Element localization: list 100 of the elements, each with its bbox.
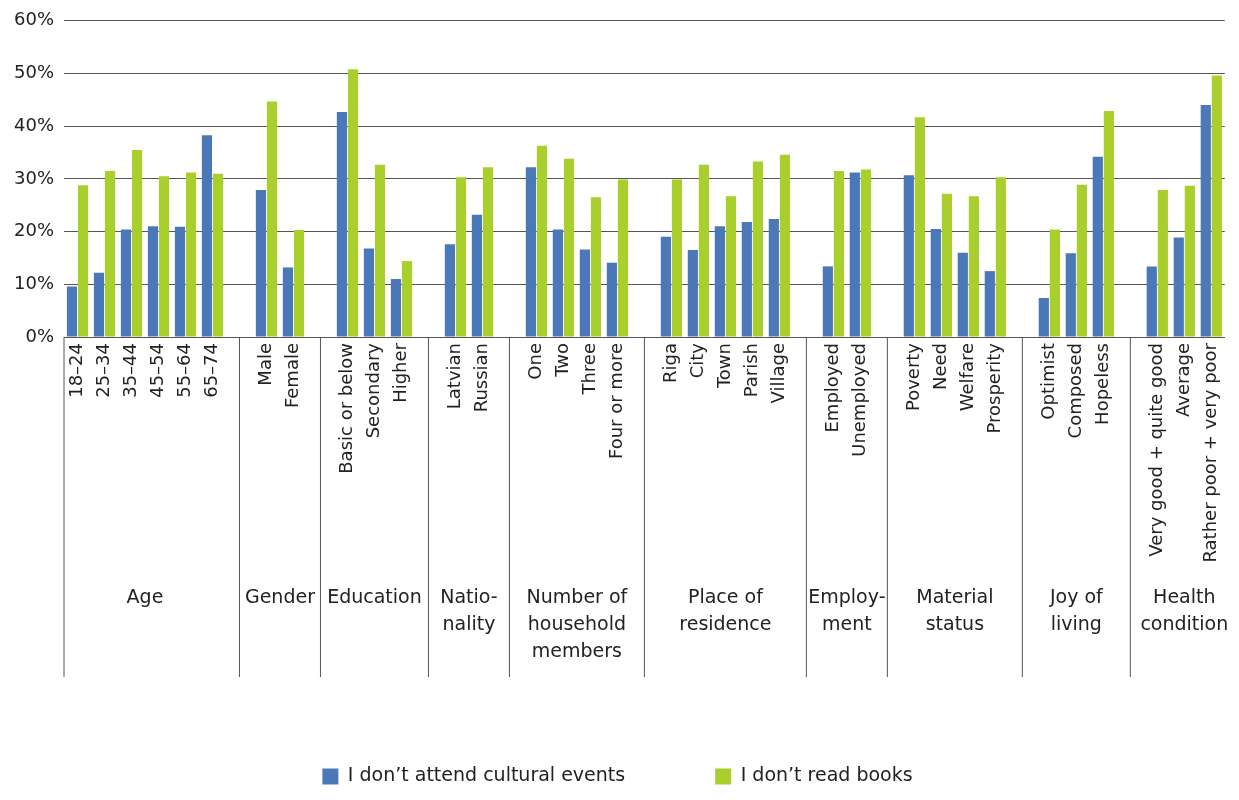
bar	[1065, 253, 1076, 337]
bar	[390, 279, 402, 337]
x-tick-label: Town	[713, 343, 735, 390]
bar	[1038, 298, 1049, 337]
bar	[1184, 185, 1195, 337]
x-tick-label: Three	[578, 343, 600, 396]
text: Natio- nality	[440, 585, 498, 635]
text: Place of residence	[679, 585, 772, 635]
text: Material status	[916, 585, 994, 635]
bar	[590, 197, 602, 337]
bar	[1076, 184, 1087, 337]
bar	[995, 177, 1006, 337]
bar	[1103, 110, 1114, 337]
bar	[941, 193, 952, 337]
bar	[266, 101, 278, 337]
x-tick-label: Very good + quite good	[1144, 343, 1166, 557]
bar	[77, 185, 89, 337]
y-tick-label: 30%	[13, 166, 55, 188]
bar	[833, 171, 844, 337]
y-tick-label: 60%	[13, 8, 55, 30]
text: Health condition	[1140, 585, 1229, 635]
x-tick-label: 45–54	[146, 343, 168, 398]
text: Joy of living	[1048, 585, 1105, 635]
bar	[471, 214, 482, 337]
bar	[444, 244, 455, 337]
bar	[1146, 266, 1157, 337]
legend-label: I don’t attend cultural events	[347, 763, 626, 786]
bar	[482, 167, 494, 337]
x-tick-label: 18–24	[65, 343, 87, 398]
bar	[374, 164, 386, 337]
x-tick-label: Two	[551, 343, 573, 378]
x-tick-label: Rather poor + very poor	[1198, 342, 1220, 563]
bar	[293, 230, 305, 337]
bar	[563, 158, 575, 337]
bar	[147, 226, 159, 337]
y-tick-label: 40%	[13, 113, 55, 135]
x-tick-label: Employed	[821, 343, 843, 433]
bar	[347, 69, 359, 337]
x-tick-label: Riga	[659, 343, 681, 383]
bar	[536, 145, 548, 337]
x-tick-label: Village	[767, 343, 789, 404]
x-tick-label: 55–64	[173, 343, 195, 398]
x-tick-label: Female	[281, 343, 303, 409]
bar	[1157, 189, 1168, 337]
text: Number of household members	[526, 585, 629, 662]
x-tick-label: 65–74	[200, 343, 222, 398]
bar	[158, 176, 170, 337]
x-tick-label: Prosperity	[983, 342, 1005, 434]
x-tick-label: Russian	[470, 343, 492, 413]
legend-label: I don’t read books	[740, 763, 913, 786]
bar	[617, 179, 629, 337]
text: Employ- ment	[808, 585, 886, 635]
bar	[822, 266, 833, 337]
bar	[984, 271, 995, 337]
x-tick-label: Need	[929, 343, 951, 391]
bar	[401, 261, 413, 337]
x-tick-label: Average	[1171, 343, 1193, 417]
bar	[714, 226, 725, 337]
x-tick-label: Welfare	[956, 343, 978, 412]
bar	[914, 117, 925, 337]
bar	[1200, 105, 1211, 337]
bar	[779, 154, 791, 337]
bar	[104, 171, 116, 337]
x-tick-label: 25–34	[92, 343, 114, 398]
x-tick-label: One	[524, 343, 546, 380]
x-tick-label: Poverty	[902, 342, 924, 412]
x-tick-label: Optimist	[1037, 343, 1059, 420]
text: Age	[126, 585, 164, 608]
bar	[66, 286, 78, 337]
text: Education	[327, 585, 422, 608]
x-tick-label: Higher	[389, 342, 411, 403]
bar	[660, 236, 671, 337]
text: Gender	[244, 585, 316, 608]
bar	[698, 164, 710, 337]
bar	[120, 229, 132, 337]
x-tick-label: Unemployed	[848, 343, 870, 457]
x-tick-label: Latvian	[443, 343, 465, 410]
bar	[93, 272, 105, 337]
y-tick-label: 20%	[13, 219, 55, 241]
y-tick-label: 50%	[13, 61, 55, 83]
bar	[957, 252, 968, 337]
bar	[455, 177, 467, 337]
bar	[1173, 237, 1184, 337]
bar	[1049, 229, 1060, 337]
bar	[255, 189, 267, 337]
bar	[579, 249, 590, 337]
bar	[725, 196, 737, 337]
x-tick-label: Secondary	[362, 342, 384, 439]
x-tick-label: 35–44	[119, 343, 141, 398]
bar	[174, 226, 186, 337]
bar	[201, 135, 213, 337]
x-tick-label: Basic or below	[335, 343, 357, 474]
bar	[552, 229, 563, 337]
bar	[687, 250, 698, 337]
y-tick-label: 0%	[25, 324, 55, 346]
x-tick-label: Parish	[740, 343, 762, 398]
bar	[606, 262, 617, 337]
y-tick-label: 10%	[13, 271, 55, 293]
bar	[768, 218, 779, 337]
bar	[968, 196, 979, 337]
